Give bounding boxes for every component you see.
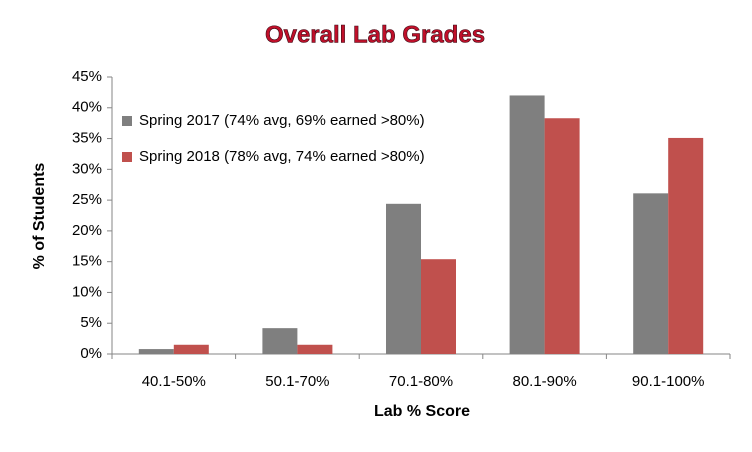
bar: [421, 259, 456, 354]
y-axis-label: % of Students: [31, 163, 48, 270]
bar: [509, 95, 545, 354]
bar: [297, 344, 333, 354]
y-tick-label: 35%: [72, 130, 102, 147]
x-tick-label: 80.1-90%: [512, 373, 576, 390]
y-tick-label: 10%: [72, 283, 102, 300]
y-tick-label: 25%: [72, 191, 102, 208]
y-tick-label: 20%: [72, 222, 102, 239]
bar: [668, 137, 704, 354]
y-tick-label: 0%: [80, 345, 102, 362]
x-tick-label: 40.1-50%: [142, 373, 206, 390]
x-tick-label: 90.1-100%: [632, 373, 705, 390]
y-tick-label: 15%: [72, 253, 102, 270]
legend-swatch: [122, 152, 132, 162]
bar: [633, 193, 669, 354]
bar: [262, 328, 298, 354]
y-tick-label: 45%: [72, 68, 102, 85]
bar: [173, 344, 209, 354]
chart-title: Overall Lab Grades: [265, 21, 485, 48]
legend-label: Spring 2018 (78% avg, 74% earned >80%): [139, 148, 425, 165]
bar: [386, 203, 421, 354]
y-tick-label: 40%: [72, 99, 102, 116]
y-tick-label: 5%: [80, 314, 102, 331]
legend-swatch: [122, 116, 132, 126]
bar: [544, 118, 580, 355]
legend-label: Spring 2017 (74% avg, 69% earned >80%): [139, 112, 425, 129]
x-tick-label: 50.1-70%: [265, 373, 329, 390]
x-axis-label: Lab % Score: [374, 403, 470, 420]
bar: [138, 349, 174, 354]
x-tick-label: 70.1-80%: [389, 373, 453, 390]
y-tick-label: 30%: [72, 160, 102, 177]
